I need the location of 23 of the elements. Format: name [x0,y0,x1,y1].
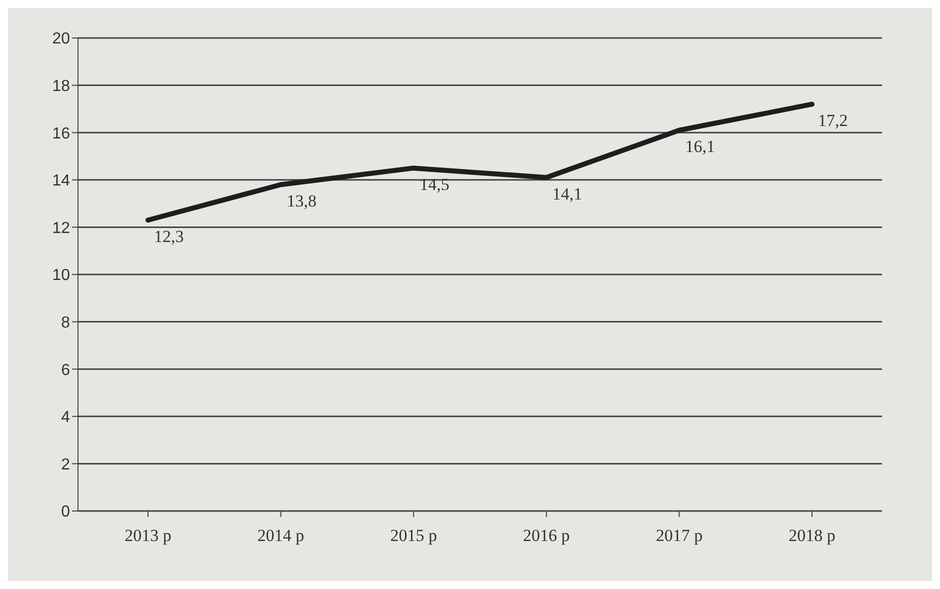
data-label: 13,8 [286,192,317,211]
data-label: 14,5 [420,175,450,194]
x-tick-label: 2014 р [257,526,304,546]
data-label: 14,1 [552,184,582,204]
y-tick-label: 6 [61,362,70,379]
y-tick-label: 20 [52,30,70,48]
data-label: 16,1 [685,137,715,156]
y-tick-label: 18 [52,78,70,95]
y-tick-label: 0 [61,504,70,521]
y-tick-label: 4 [61,409,70,426]
data-label: 12,3 [154,227,184,246]
x-tick-label: 2017 р [656,526,703,546]
y-tick-label: 14 [52,172,70,190]
y-tick-label: 12 [52,220,70,237]
data-label: 17,2 [818,111,848,130]
x-tick-label: 2016 р [523,526,570,546]
x-tick-label: 2018 р [788,526,836,546]
y-tick-label: 16 [52,125,70,142]
y-tick-label: 8 [61,314,70,332]
y-tick-label: 10 [52,267,70,284]
x-tick-label: 2013 р [124,526,172,546]
x-tick-label: 2015 р [390,526,437,546]
y-tick-label: 2 [61,456,70,474]
